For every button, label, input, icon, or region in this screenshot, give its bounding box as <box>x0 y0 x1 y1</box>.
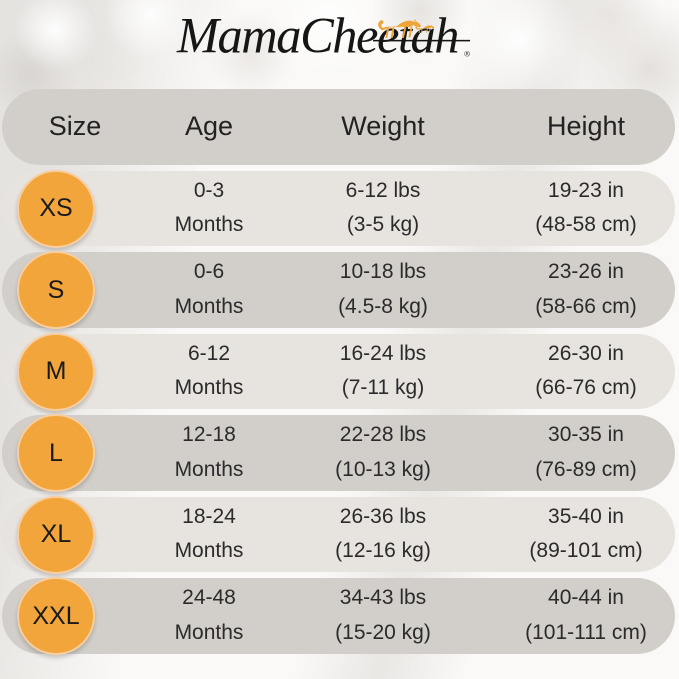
svg-text:®: ® <box>464 49 470 58</box>
svg-text:MamaCheetah: MamaCheetah <box>175 7 457 63</box>
